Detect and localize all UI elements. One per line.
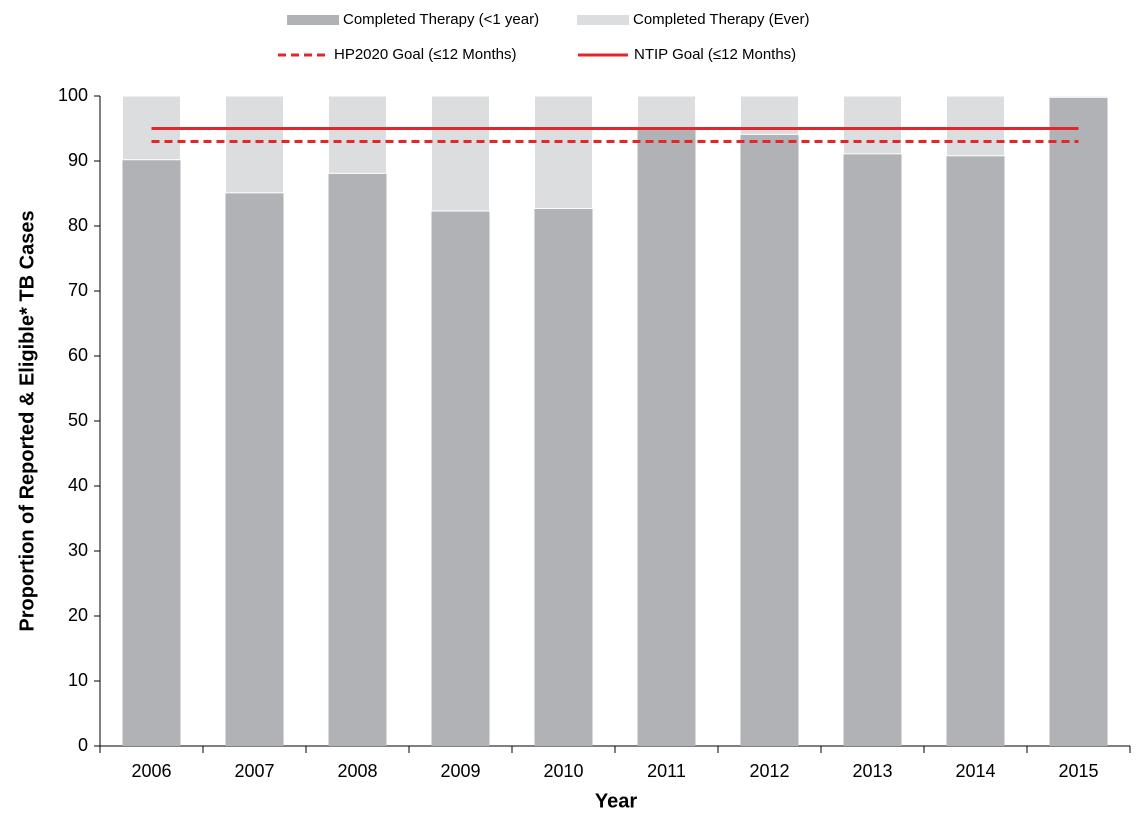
bar-segment [225, 192, 284, 747]
x-axis-label: Year [595, 790, 637, 812]
x-tick-label: 2012 [749, 761, 789, 781]
legend-label: Completed Therapy (<1 year) [343, 11, 539, 28]
y-tick-label: 40 [68, 475, 88, 495]
x-tick-label: 2006 [131, 761, 171, 781]
x-tick-label: 2013 [852, 761, 892, 781]
x-tick-label: 2011 [647, 761, 686, 781]
bar-segment [534, 95, 593, 209]
x-tick-label: 2015 [1058, 761, 1098, 781]
bar-segment [328, 95, 387, 174]
bar-segment [431, 211, 490, 747]
bar-segment [946, 155, 1005, 747]
y-tick-label: 30 [68, 540, 88, 560]
bar-segment [1049, 95, 1108, 98]
bar-segment [225, 95, 284, 194]
legend-label: Completed Therapy (Ever) [633, 11, 809, 28]
bar-segment [843, 95, 902, 155]
legend-label: NTIP Goal (≤12 Months) [634, 46, 796, 63]
x-tick-label: 2007 [234, 761, 274, 781]
bar-segment [637, 95, 696, 129]
y-tick-label: 20 [68, 605, 88, 625]
y-tick-label: 100 [58, 85, 88, 105]
y-tick-label: 90 [68, 150, 88, 170]
y-tick-label: 70 [68, 280, 88, 300]
bar-segment [122, 159, 181, 746]
bar-segment [328, 173, 387, 747]
legend-swatch [287, 15, 339, 25]
x-tick-label: 2010 [543, 761, 583, 781]
y-axis-label: Proportion of Reported & Eligible* TB Ca… [16, 210, 38, 631]
x-tick-label: 2014 [955, 761, 995, 781]
y-tick-label: 60 [68, 345, 88, 365]
y-tick-label: 50 [68, 410, 88, 430]
bar-segment [946, 95, 1005, 157]
bar-segment [843, 153, 902, 747]
bar-segment [740, 134, 799, 747]
y-tick-label: 0 [78, 735, 88, 755]
bar-segment [637, 128, 696, 746]
bar-segment [431, 95, 490, 212]
x-tick-label: 2009 [440, 761, 480, 781]
y-tick-label: 80 [68, 215, 88, 235]
bar-segment [534, 208, 593, 746]
x-tick-label: 2008 [337, 761, 377, 781]
bar-segment [1049, 97, 1108, 747]
legend-swatch [577, 15, 629, 25]
legend-label: HP2020 Goal (≤12 Months) [334, 46, 517, 63]
y-tick-label: 10 [68, 670, 88, 690]
